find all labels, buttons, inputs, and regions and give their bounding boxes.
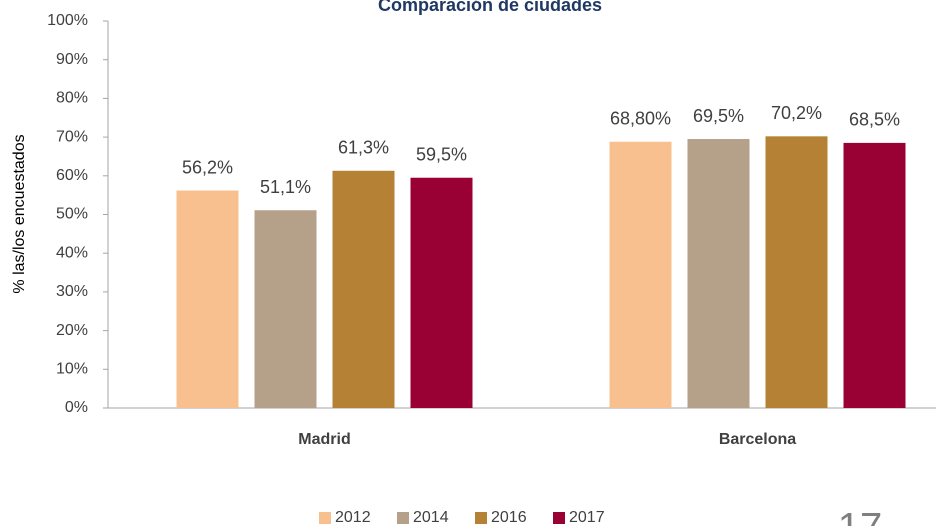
bar — [332, 170, 395, 408]
value-label: 56,2% — [182, 157, 233, 177]
x-tick-label: Barcelona — [719, 431, 796, 448]
legend-swatch — [397, 512, 409, 524]
legend-label: 2016 — [491, 509, 527, 526]
y-tick-label: 80% — [56, 90, 88, 107]
value-label: 59,5% — [416, 144, 467, 164]
y-tick-label: 90% — [56, 51, 88, 68]
bar — [254, 210, 317, 408]
value-label: 69,5% — [693, 106, 744, 126]
value-label: 61,3% — [338, 138, 389, 158]
bar — [609, 141, 672, 408]
x-tick-label: Madrid — [298, 431, 350, 448]
legend-swatch — [475, 512, 487, 524]
value-label: 68,80% — [610, 108, 671, 128]
legend-label: 2014 — [413, 509, 449, 526]
bar — [410, 177, 473, 408]
y-tick-label: 70% — [56, 128, 88, 145]
bar — [765, 136, 828, 409]
value-label: 51,1% — [260, 177, 311, 197]
page-number: 17 — [838, 506, 883, 526]
chart-title: Comparación de ciudades — [378, 0, 602, 15]
y-axis-label: % las/los encuestados — [11, 134, 28, 293]
y-tick-label: 50% — [56, 206, 88, 223]
legend-label: 2012 — [335, 509, 371, 526]
y-tick-label: 60% — [56, 167, 88, 184]
bar — [843, 142, 906, 408]
y-tick-label: 30% — [56, 283, 88, 300]
legend-swatch — [553, 512, 565, 524]
value-label: 68,5% — [849, 110, 900, 130]
value-label: 70,2% — [771, 103, 822, 123]
y-tick-label: 20% — [56, 322, 88, 339]
y-tick-label: 40% — [56, 244, 88, 261]
y-tick-label: 0% — [65, 399, 88, 416]
bar — [687, 139, 750, 408]
y-tick-label: 100% — [47, 12, 88, 29]
bar — [176, 190, 239, 408]
legend-label: 2017 — [569, 509, 605, 526]
legend-swatch — [319, 512, 331, 524]
y-tick-label: 10% — [56, 361, 88, 378]
